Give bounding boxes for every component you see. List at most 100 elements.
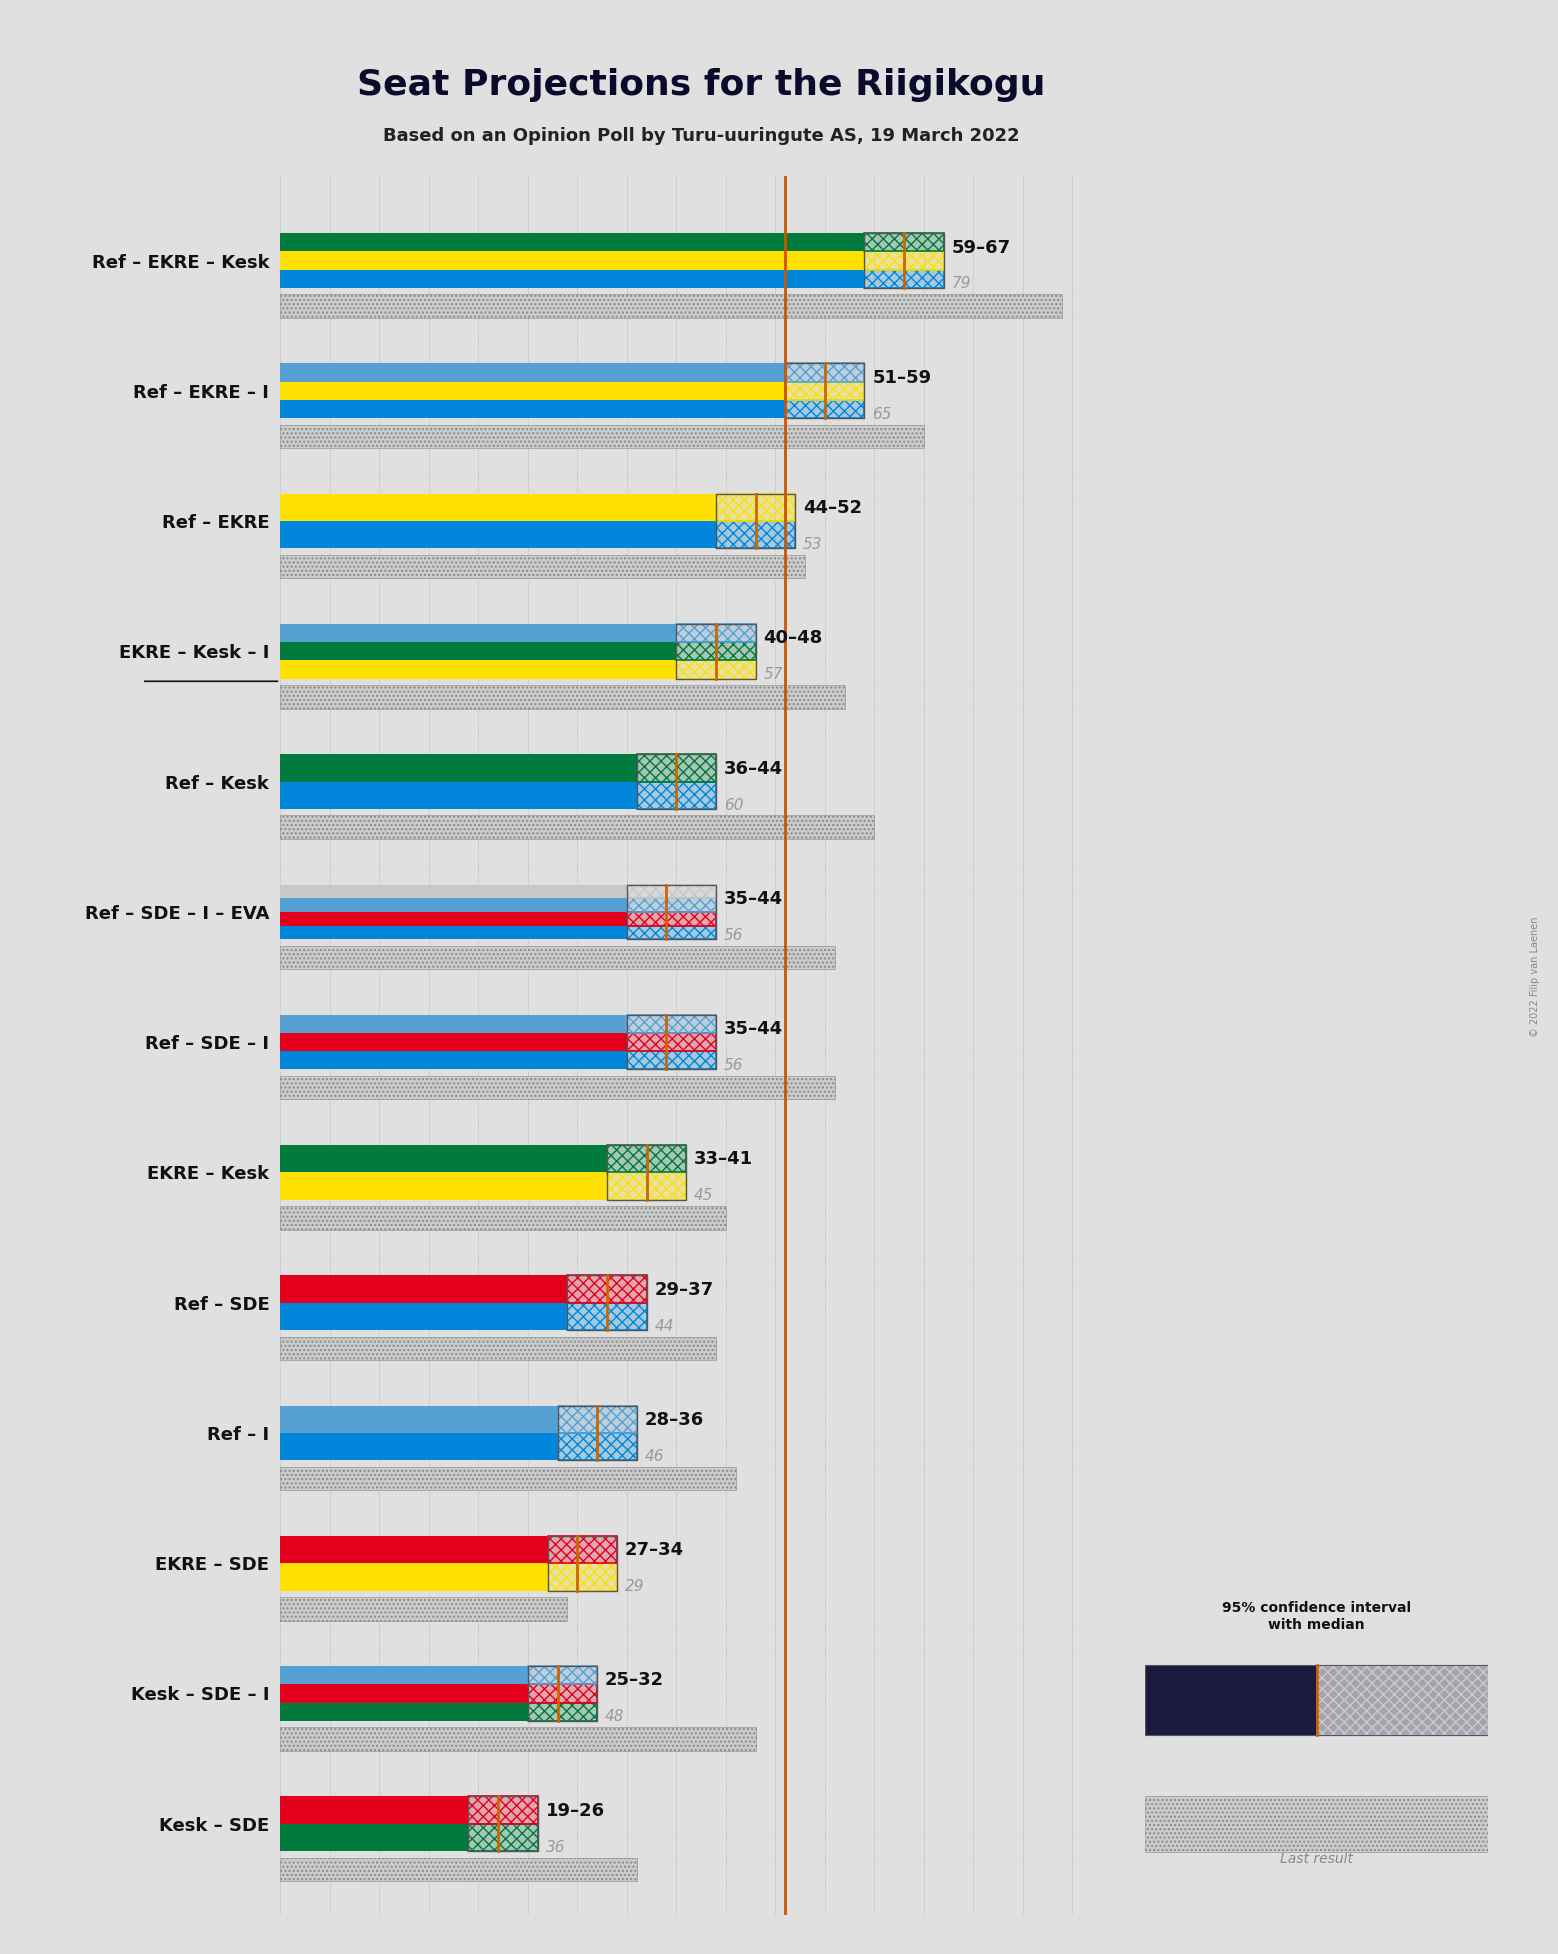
Bar <box>865 233 944 252</box>
Bar <box>626 885 717 940</box>
Bar <box>865 252 944 270</box>
Bar <box>717 494 795 522</box>
Bar <box>280 782 637 809</box>
Bar <box>626 885 717 899</box>
Text: 44–52: 44–52 <box>802 498 862 518</box>
Bar <box>626 1014 717 1069</box>
Bar <box>528 1667 597 1721</box>
Bar <box>548 1536 617 1591</box>
Bar <box>558 1405 637 1460</box>
Bar <box>280 1051 626 1069</box>
Bar <box>280 1702 528 1721</box>
Bar <box>280 1858 637 1882</box>
Bar <box>865 233 944 252</box>
Bar <box>280 1077 835 1100</box>
Bar <box>548 1563 617 1591</box>
Bar <box>717 494 795 549</box>
Bar <box>280 363 785 381</box>
Bar <box>626 899 717 913</box>
Bar <box>469 1823 538 1850</box>
Bar <box>717 522 795 549</box>
Bar <box>676 660 756 678</box>
Text: 45: 45 <box>695 1188 714 1204</box>
Bar <box>1317 1665 1488 1735</box>
Bar <box>548 1536 617 1563</box>
Bar <box>608 1172 686 1200</box>
Bar <box>528 1667 597 1684</box>
Bar <box>280 1405 558 1432</box>
Text: Based on an Opinion Poll by Turu-uuringute AS, 19 March 2022: Based on an Opinion Poll by Turu-uuringu… <box>383 127 1019 145</box>
Text: 19–26: 19–26 <box>545 1802 605 1819</box>
Bar <box>469 1796 538 1823</box>
Bar <box>280 1667 528 1684</box>
Text: 48: 48 <box>605 1710 625 1725</box>
Text: 51–59: 51–59 <box>872 369 932 387</box>
Bar <box>280 1536 548 1563</box>
Bar <box>676 660 756 678</box>
Bar <box>280 885 626 899</box>
Bar <box>558 1405 637 1432</box>
Bar <box>626 926 717 940</box>
Bar <box>280 555 805 578</box>
Bar <box>280 946 835 969</box>
Bar <box>558 1432 637 1460</box>
Bar <box>280 899 626 913</box>
Bar <box>280 623 676 643</box>
Bar <box>469 1796 538 1823</box>
Bar <box>280 1206 726 1229</box>
Bar <box>280 686 844 709</box>
Bar <box>676 643 756 660</box>
Bar <box>676 623 756 678</box>
Bar <box>567 1303 647 1331</box>
Bar <box>280 660 676 678</box>
Bar <box>1145 1796 1488 1852</box>
Bar <box>280 270 865 287</box>
Bar <box>528 1667 597 1684</box>
Bar <box>567 1276 647 1331</box>
Bar <box>280 815 874 838</box>
Bar <box>637 782 717 809</box>
Text: 60: 60 <box>724 797 743 813</box>
Bar <box>637 782 717 809</box>
Text: 36–44: 36–44 <box>724 760 784 778</box>
Bar <box>626 1014 717 1034</box>
Text: 25–32: 25–32 <box>605 1671 664 1690</box>
Bar <box>608 1145 686 1200</box>
Bar <box>469 1796 538 1850</box>
Text: 57: 57 <box>763 666 784 682</box>
Bar <box>785 401 865 418</box>
Bar <box>280 1145 608 1172</box>
Bar <box>608 1172 686 1200</box>
Bar <box>1145 1665 1317 1735</box>
Bar <box>469 1823 538 1850</box>
Bar <box>717 522 795 549</box>
Bar <box>280 913 626 926</box>
Bar <box>637 754 717 782</box>
Bar <box>865 252 944 270</box>
Bar <box>1145 1665 1488 1735</box>
Bar <box>567 1276 647 1303</box>
Text: 46: 46 <box>645 1448 664 1464</box>
Text: 56: 56 <box>724 1057 743 1073</box>
Bar <box>626 1014 717 1034</box>
Bar <box>280 754 637 782</box>
Text: 35–44: 35–44 <box>724 1020 784 1038</box>
Bar <box>280 643 676 660</box>
Bar <box>280 926 626 940</box>
Bar <box>865 270 944 287</box>
Bar <box>280 1432 558 1460</box>
Bar <box>785 381 865 401</box>
Text: 36: 36 <box>545 1839 566 1854</box>
Text: Seat Projections for the Riigikogu: Seat Projections for the Riigikogu <box>357 68 1045 102</box>
Bar <box>785 381 865 401</box>
Bar <box>567 1303 647 1331</box>
Bar <box>676 643 756 660</box>
Bar <box>717 494 795 522</box>
Bar <box>280 1467 735 1491</box>
Bar <box>280 1014 626 1034</box>
Bar <box>558 1405 637 1432</box>
Text: 79: 79 <box>952 276 971 291</box>
Bar <box>626 1034 717 1051</box>
Text: 27–34: 27–34 <box>625 1542 684 1559</box>
Bar <box>280 522 717 549</box>
